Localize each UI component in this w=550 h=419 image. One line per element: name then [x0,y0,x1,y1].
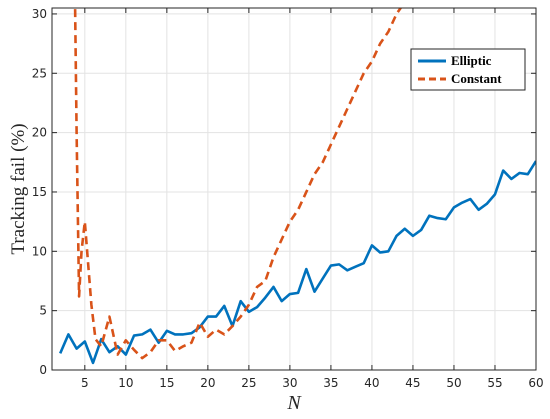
y-tick-label: 20 [32,126,47,140]
axes [51,7,537,371]
tick-labels: 5 10 15 20 25 30 35 40 45 50 55 60 0 5 10 15 20 25 30 [32,7,544,390]
y-axis-label: Tracking fail (%) [8,123,29,254]
x-tick-label: 55 [487,376,502,390]
legend-label-constant: Constant [451,71,502,86]
x-tick-label: 10 [118,376,133,390]
legend-box [410,48,526,91]
y-tick-label: 25 [32,66,47,80]
series-line-constant [73,8,403,360]
y-tick-label: 0 [39,363,47,377]
x-tick-label: 5 [81,376,89,390]
x-tick-label: 30 [282,376,297,390]
x-axis-label: N [286,392,302,414]
y-tick-label: 10 [32,244,47,258]
x-tick-label: 35 [323,376,338,390]
x-tick-label: 25 [241,376,256,390]
x-tick-label: 15 [159,376,174,390]
y-tick-label: 5 [39,304,47,318]
legend: Elliptic Constant [410,48,526,91]
plot-frame [51,7,537,371]
y-tick-label: 30 [32,7,47,21]
x-tick-label: 45 [405,376,420,390]
x-tick-label: 20 [200,376,215,390]
x-tick-label: 60 [528,376,543,390]
x-tick-label: 50 [446,376,461,390]
x-tick-label: 40 [364,376,379,390]
y-tick-label: 15 [32,185,47,199]
legend-label-elliptic: Elliptic [451,53,492,68]
series-lines [59,8,536,365]
series-line-elliptic [59,160,536,365]
